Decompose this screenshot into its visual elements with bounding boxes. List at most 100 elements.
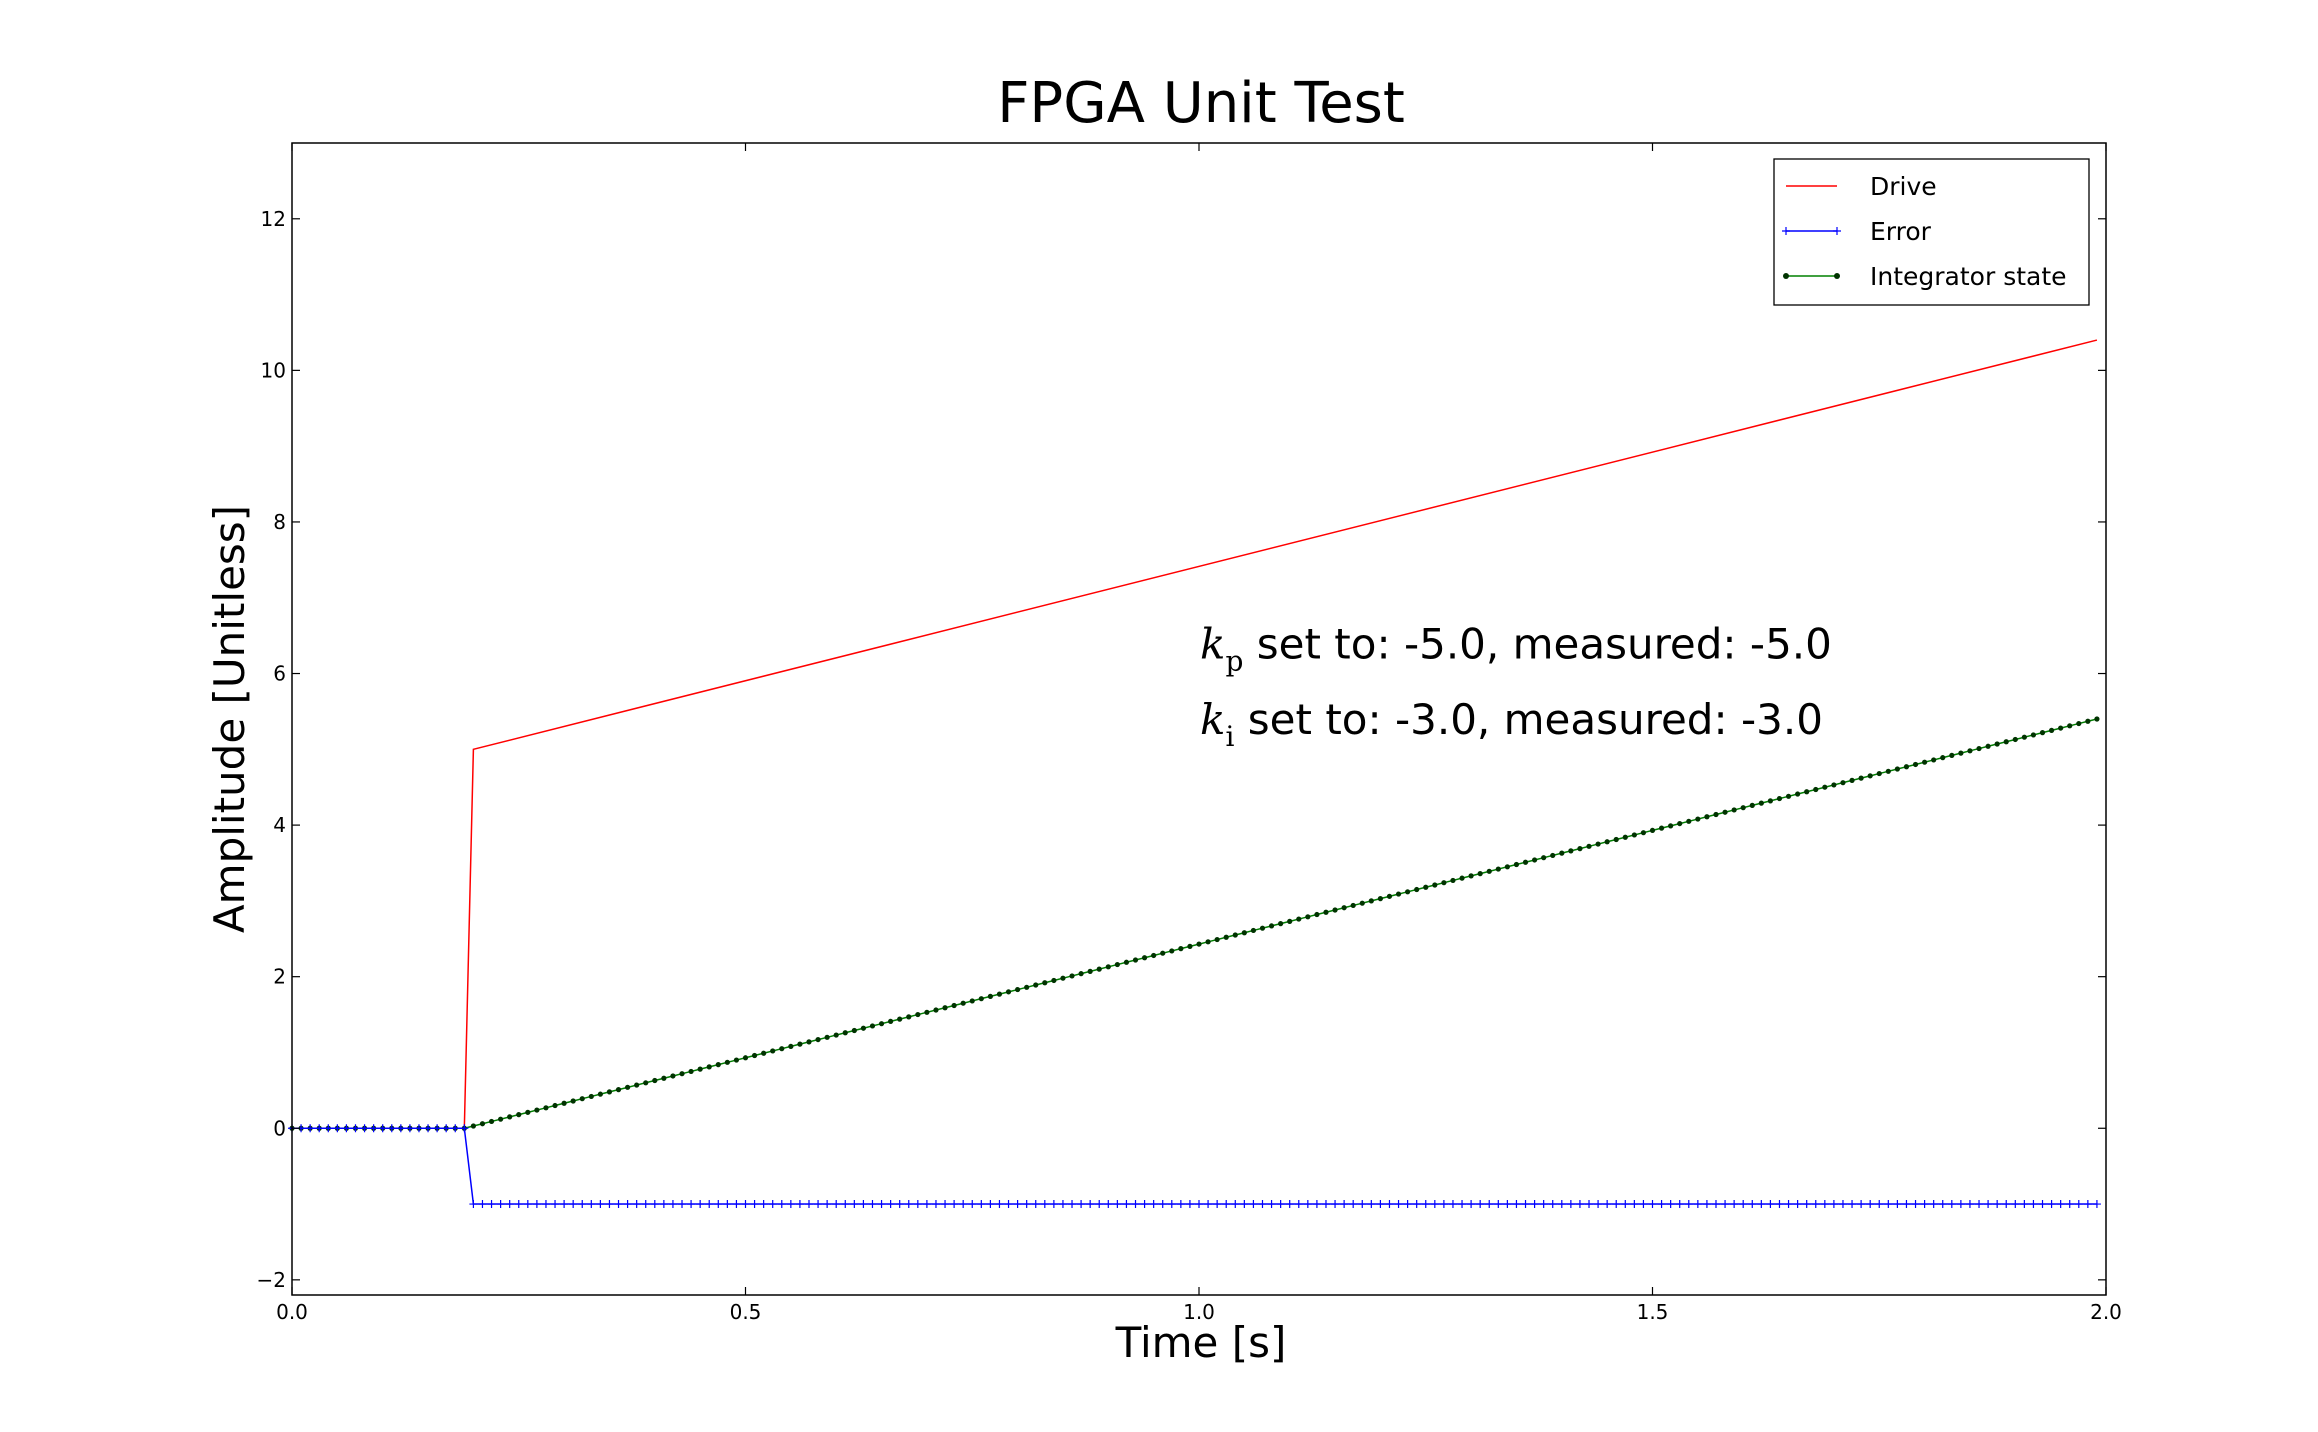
error-point — [1775, 1200, 1784, 1209]
error-point — [750, 1200, 759, 1209]
integrator-state-point — [915, 1011, 921, 1018]
integrator-state-point — [1468, 873, 1474, 879]
integrator-state-point — [888, 1018, 894, 1024]
error-point — [1557, 1200, 1566, 1209]
integrator-state-point — [1559, 850, 1565, 856]
error-point — [1113, 1200, 1122, 1209]
plot-frame — [291, 142, 2107, 1296]
error-point — [2065, 1200, 2074, 1209]
error-point — [1140, 1200, 1149, 1209]
legend: Drive Error Integrator state — [1773, 158, 2090, 306]
integrator-state-point — [851, 1027, 857, 1034]
integrator-state-point — [1785, 793, 1792, 799]
integrator-state-point — [1731, 807, 1737, 813]
integrator-state-point — [1169, 948, 1175, 954]
error-point — [1784, 1200, 1793, 1209]
integrator-state-point — [1060, 975, 1066, 981]
integrator-state-point — [996, 991, 1003, 997]
chart-title: FPGA Unit Test — [997, 71, 1405, 136]
integrator-state-point — [534, 1107, 540, 1113]
error-point — [1566, 1200, 1575, 1209]
error-point — [306, 1124, 315, 1133]
error-point — [1149, 1200, 1158, 1209]
integrator-state-point — [1885, 768, 1891, 774]
integrator-state-point — [1767, 798, 1774, 804]
integrator-state-point — [1296, 916, 1302, 922]
error-point — [841, 1200, 850, 1209]
integrator-state-point — [1278, 921, 1284, 927]
integrator-state-point — [1105, 964, 1111, 970]
error-point — [2074, 1200, 2083, 1209]
integrator-state-point — [1831, 782, 1837, 788]
error-point — [678, 1200, 687, 1209]
integrator-state-point — [2076, 720, 2082, 727]
annotation-symbol: k — [1200, 619, 1225, 668]
legend-box — [1773, 158, 2090, 306]
integrator-state-point — [1668, 823, 1674, 829]
integrator-state-point — [1776, 795, 1783, 802]
x-tick-label: 1.5 — [1637, 1300, 1669, 1324]
error-point — [1022, 1200, 1031, 1209]
integrator-state-point — [1405, 889, 1411, 895]
integrator-state-point — [2021, 734, 2027, 740]
integrator-state-point — [1151, 952, 1157, 959]
integrator-state-point — [1205, 939, 1211, 945]
error-point — [804, 1200, 813, 1209]
error-point — [968, 1200, 977, 1209]
integrator-state-point — [1368, 898, 1374, 904]
integrator-state-point — [652, 1077, 658, 1084]
error-point — [333, 1124, 342, 1133]
integrator-state-point — [1922, 759, 1928, 765]
error-point — [469, 1200, 478, 1209]
integrator-state-point — [706, 1064, 712, 1070]
error-point — [913, 1200, 922, 1209]
integrator-state-point — [1994, 741, 2000, 747]
integrator-state-point — [824, 1034, 830, 1040]
annotation-kp: kp set to: -5.0, measured: -5.0 — [1200, 619, 1832, 677]
integrator-state-point — [779, 1046, 785, 1052]
error-point — [578, 1200, 587, 1209]
integrator-state-point — [1677, 820, 1683, 827]
integrator-state-point — [797, 1041, 803, 1047]
error-point — [1104, 1200, 1113, 1209]
error-point — [1802, 1200, 1811, 1209]
x-tick-label: 1.0 — [1183, 1300, 1215, 1324]
integrator-state-point — [897, 1016, 903, 1022]
integrator-state-point — [525, 1109, 531, 1115]
error-point — [777, 1200, 786, 1209]
error-point — [1639, 1200, 1648, 1209]
integrator-state-point — [2094, 716, 2100, 722]
integrator-state-point — [987, 993, 993, 999]
error-point — [1811, 1200, 1820, 1209]
integrator-state-point — [1876, 770, 1882, 777]
integrator-state-point — [833, 1032, 839, 1038]
integrator-state-point — [1232, 932, 1238, 938]
integrator-state-point — [951, 1002, 957, 1009]
legend-marker-error — [1833, 227, 1841, 235]
integrator-state-point — [2039, 730, 2046, 736]
error-point — [1929, 1200, 1938, 1209]
integrator-state-point — [960, 1000, 966, 1006]
error-point — [1276, 1200, 1285, 1209]
error-point — [1004, 1200, 1013, 1209]
error-point — [1349, 1200, 1358, 1209]
error-point — [1439, 1200, 1448, 1209]
error-point — [1068, 1200, 1077, 1209]
integrator-state-point — [1622, 834, 1628, 840]
error-point — [1575, 1200, 1584, 1209]
integrator-state-point — [624, 1084, 631, 1090]
error-point — [532, 1200, 541, 1209]
series-line-integrator-state — [292, 718, 2098, 1130]
error-point — [1385, 1200, 1394, 1209]
integrator-state-point — [1323, 909, 1329, 915]
error-point — [1938, 1200, 1947, 1209]
error-point — [823, 1200, 832, 1209]
integrator-state-point — [2030, 732, 2037, 738]
integrator-state-point — [498, 1116, 504, 1122]
error-point — [1040, 1200, 1049, 1209]
integrator-state-point — [2012, 736, 2018, 743]
error-point — [1757, 1200, 1766, 1209]
integrator-state-point — [2048, 727, 2055, 733]
integrator-state-point — [1005, 989, 1012, 995]
legend-label-integrator-state: Integrator state — [1870, 262, 2067, 291]
